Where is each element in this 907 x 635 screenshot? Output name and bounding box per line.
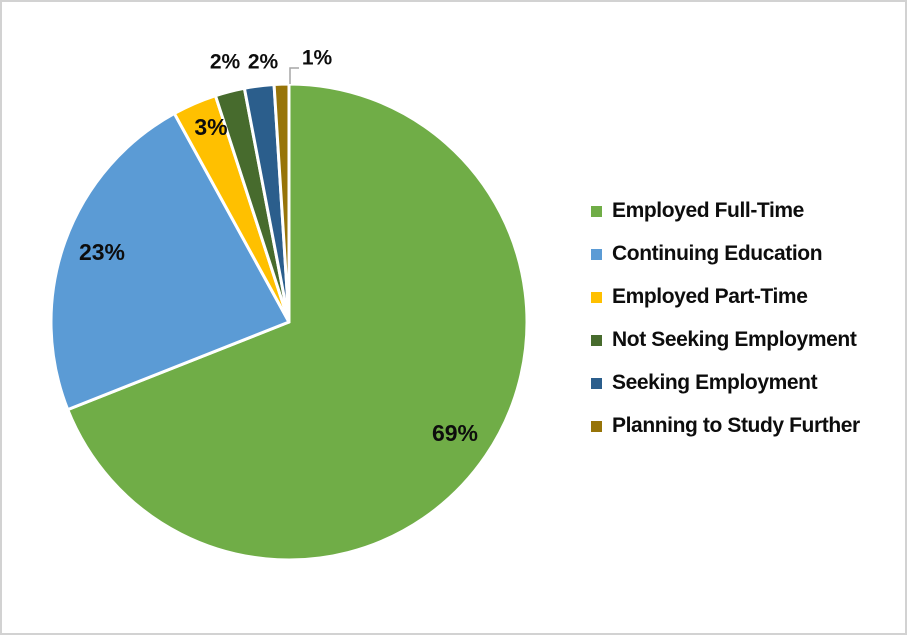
legend-label: Seeking Employment — [612, 371, 818, 394]
legend-label: Employed Part-Time — [612, 285, 808, 308]
legend-item-seeking-employment: Seeking Employment — [591, 371, 860, 394]
legend-item-planning-to-study-further: Planning to Study Further — [591, 414, 860, 437]
legend-swatch-icon — [591, 377, 602, 389]
data-label-employed-part-time: 3% — [194, 114, 227, 140]
legend-item-not-seeking-employment: Not Seeking Employment — [591, 328, 860, 351]
leader-line-1pct — [289, 67, 299, 84]
legend-item-employed-full-time: Employed Full-Time — [591, 199, 860, 222]
legend-label: Not Seeking Employment — [612, 328, 857, 351]
pie-slice-planning-to-study-further — [272, 82, 291, 324]
pie-slice-continuing-education — [49, 111, 291, 412]
data-label-planning-to-study-further: 1% — [302, 47, 333, 70]
legend-swatch-icon — [591, 291, 602, 303]
legend-label: Planning to Study Further — [612, 414, 860, 437]
legend-swatch-icon — [591, 334, 602, 346]
data-label-continuing-education: 23% — [79, 239, 125, 265]
legend-swatch-icon — [591, 205, 602, 217]
legend-label: Employed Full-Time — [612, 199, 804, 222]
legend-item-employed-part-time: Employed Part-Time — [591, 285, 860, 308]
legend-swatch-icon — [591, 420, 602, 432]
pie-slices-group — [49, 82, 529, 562]
legend-swatch-icon — [591, 248, 602, 260]
data-label-employed-full-time: 69% — [432, 420, 478, 446]
data-label-not-seeking-employment: 2% — [210, 51, 241, 74]
pie-slice-employed-full-time — [66, 82, 529, 562]
legend: Employed Full-Time Continuing Education … — [591, 199, 860, 437]
legend-item-continuing-education: Continuing Education — [591, 242, 860, 265]
data-label-seeking-employment: 2% — [248, 51, 279, 74]
legend-label: Continuing Education — [612, 242, 823, 265]
